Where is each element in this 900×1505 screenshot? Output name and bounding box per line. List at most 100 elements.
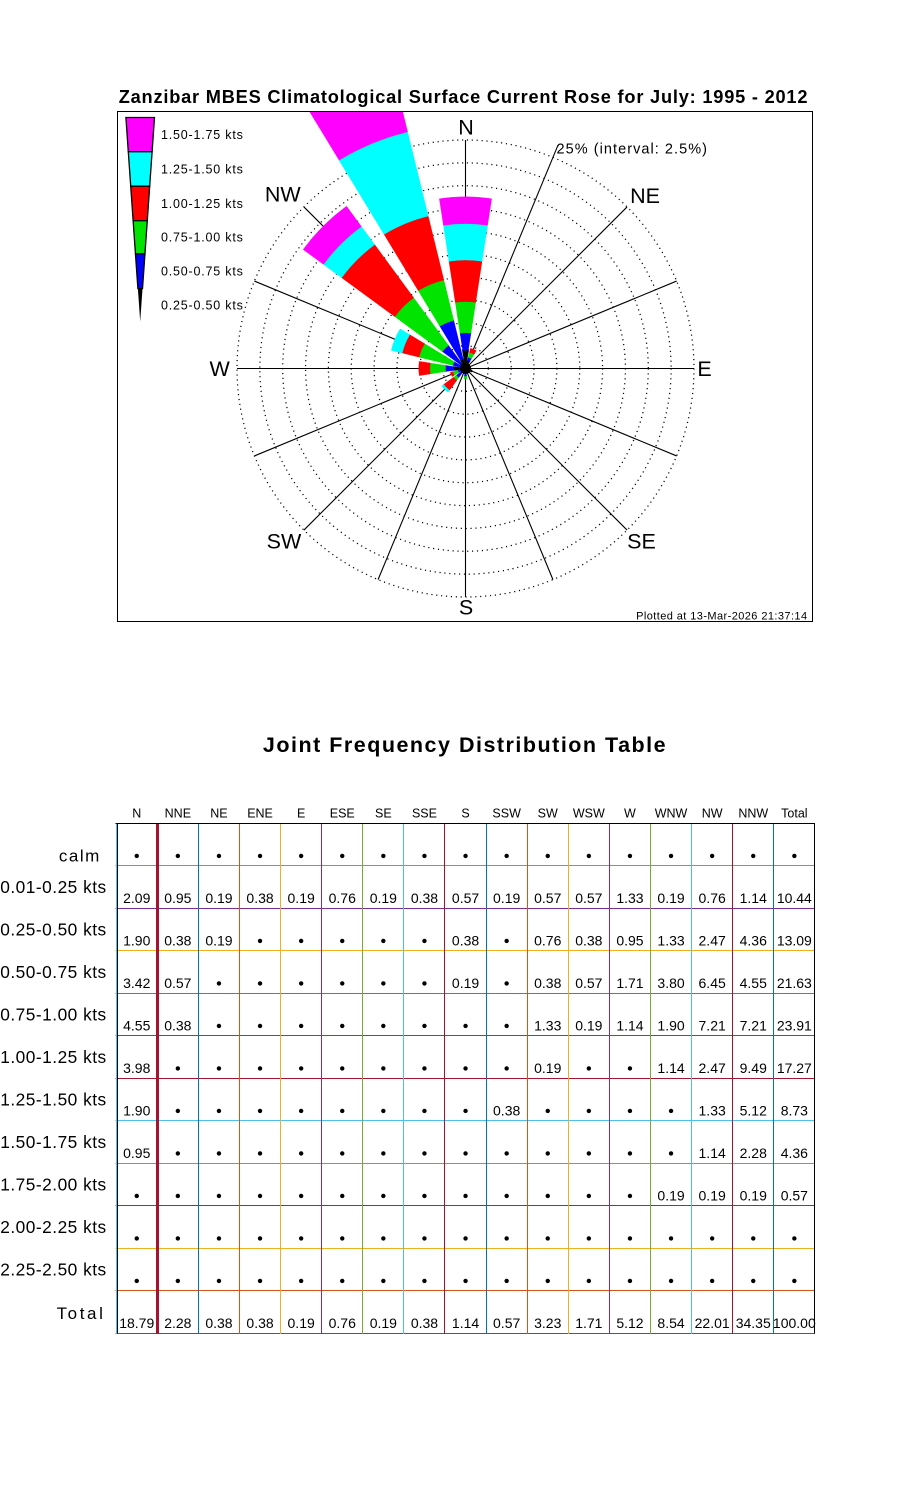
svg-text:0.57: 0.57	[575, 890, 602, 906]
svg-text:1.71: 1.71	[616, 975, 643, 991]
svg-text:5.12: 5.12	[740, 1103, 767, 1119]
svg-text:SSE: SSE	[412, 807, 437, 821]
svg-text:3.42: 3.42	[123, 975, 150, 991]
svg-text:0.38: 0.38	[246, 890, 273, 906]
svg-text:1.33: 1.33	[534, 1018, 561, 1034]
svg-text:2.25-2.50 kts: 2.25-2.50 kts	[0, 1260, 106, 1280]
svg-text:1.33: 1.33	[616, 890, 643, 906]
svg-text:0.19: 0.19	[370, 890, 397, 906]
svg-text:0.76: 0.76	[329, 890, 356, 906]
svg-text:25% (interval: 2.5%): 25% (interval: 2.5%)	[557, 142, 709, 158]
svg-text:1.33: 1.33	[699, 1103, 726, 1119]
svg-text:0.19: 0.19	[288, 890, 315, 906]
svg-text:0.57: 0.57	[534, 890, 561, 906]
svg-text:0.01-0.25 kts: 0.01-0.25 kts	[0, 877, 106, 897]
svg-text:4.36: 4.36	[781, 1145, 808, 1161]
svg-text:1.90: 1.90	[123, 933, 150, 949]
svg-text:0.38: 0.38	[246, 1315, 273, 1331]
svg-text:0.57: 0.57	[493, 1315, 520, 1331]
svg-text:0.19: 0.19	[205, 933, 232, 949]
svg-text:0.57: 0.57	[164, 975, 191, 991]
svg-text:NE: NE	[210, 807, 227, 821]
svg-text:SE: SE	[375, 807, 392, 821]
svg-text:0.38: 0.38	[411, 890, 438, 906]
svg-text:0.76: 0.76	[699, 890, 726, 906]
svg-text:0.76: 0.76	[534, 933, 561, 949]
svg-text:4.55: 4.55	[123, 1018, 150, 1034]
svg-text:1.50-1.75 kts: 1.50-1.75 kts	[0, 1132, 106, 1152]
svg-text:0.57: 0.57	[452, 890, 479, 906]
svg-text:0.50-0.75 kts: 0.50-0.75 kts	[0, 962, 106, 982]
svg-text:0.25-0.50 kts: 0.25-0.50 kts	[161, 298, 244, 312]
svg-text:N: N	[458, 116, 474, 140]
svg-text:1.14: 1.14	[657, 1060, 684, 1076]
svg-text:0.25-0.50 kts: 0.25-0.50 kts	[0, 920, 106, 940]
svg-text:1.25-1.50 kts: 1.25-1.50 kts	[161, 162, 244, 176]
svg-text:NNW: NNW	[738, 807, 768, 821]
svg-text:WSW: WSW	[573, 807, 605, 821]
svg-text:7.21: 7.21	[699, 1018, 726, 1034]
svg-text:1.90: 1.90	[657, 1018, 684, 1034]
svg-text:0.19: 0.19	[452, 975, 479, 991]
svg-text:WNW: WNW	[655, 807, 688, 821]
svg-text:0.38: 0.38	[534, 975, 561, 991]
svg-text:0.19: 0.19	[288, 1315, 315, 1331]
svg-text:2.28: 2.28	[164, 1315, 191, 1331]
svg-text:NNE: NNE	[165, 807, 191, 821]
svg-text:0.38: 0.38	[164, 933, 191, 949]
svg-text:0.19: 0.19	[493, 890, 520, 906]
svg-text:0.57: 0.57	[575, 975, 602, 991]
svg-text:1.33: 1.33	[657, 933, 684, 949]
svg-text:0.19: 0.19	[699, 1188, 726, 1204]
svg-text:10.44: 10.44	[777, 890, 812, 906]
svg-text:calm: calm	[59, 847, 101, 866]
svg-text:ESE: ESE	[330, 807, 355, 821]
svg-text:1.90: 1.90	[123, 1103, 150, 1119]
svg-text:S: S	[459, 596, 473, 620]
svg-text:1.75-2.00 kts: 1.75-2.00 kts	[0, 1175, 106, 1195]
svg-text:0.19: 0.19	[575, 1018, 602, 1034]
svg-text:0.38: 0.38	[205, 1315, 232, 1331]
svg-text:SW: SW	[267, 530, 302, 554]
svg-text:0.19: 0.19	[205, 890, 232, 906]
svg-text:Total: Total	[781, 807, 807, 821]
svg-text:W: W	[209, 357, 230, 381]
svg-text:0.95: 0.95	[123, 1145, 150, 1161]
svg-text:13.09: 13.09	[777, 933, 812, 949]
svg-text:1.00-1.25 kts: 1.00-1.25 kts	[0, 1047, 106, 1067]
svg-text:0.19: 0.19	[740, 1188, 767, 1204]
svg-text:8.73: 8.73	[781, 1103, 808, 1119]
svg-text:1.14: 1.14	[452, 1315, 479, 1331]
svg-text:1.14: 1.14	[740, 890, 767, 906]
svg-text:7.21: 7.21	[740, 1018, 767, 1034]
svg-text:NW: NW	[265, 183, 302, 207]
svg-text:Zanzibar MBES Climatological S: Zanzibar MBES Climatological Surface Cur…	[119, 87, 809, 107]
svg-text:0.38: 0.38	[411, 1315, 438, 1331]
svg-text:2.47: 2.47	[699, 1060, 726, 1076]
svg-text:0.75-1.00 kts: 0.75-1.00 kts	[161, 231, 244, 245]
svg-text:0.19: 0.19	[370, 1315, 397, 1331]
svg-text:SW: SW	[538, 807, 558, 821]
svg-text:0.95: 0.95	[616, 933, 643, 949]
svg-text:6.45: 6.45	[699, 975, 726, 991]
svg-text:SSW: SSW	[492, 807, 521, 821]
svg-text:4.36: 4.36	[740, 933, 767, 949]
svg-text:Total: Total	[57, 1304, 106, 1323]
svg-text:0.38: 0.38	[493, 1103, 520, 1119]
svg-text:1.25-1.50 kts: 1.25-1.50 kts	[0, 1090, 106, 1110]
svg-text:Plotted at 13-Mar-2026 21:37:1: Plotted at 13-Mar-2026 21:37:14	[636, 611, 807, 623]
svg-text:0.50-0.75 kts: 0.50-0.75 kts	[161, 265, 244, 279]
svg-text:0.75-1.00 kts: 0.75-1.00 kts	[0, 1005, 106, 1025]
svg-text:3.80: 3.80	[657, 975, 684, 991]
svg-text:34.35: 34.35	[736, 1315, 771, 1331]
svg-text:0.19: 0.19	[534, 1060, 561, 1076]
svg-text:3.98: 3.98	[123, 1060, 150, 1076]
svg-text:SE: SE	[627, 530, 656, 554]
svg-text:2.00-2.25 kts: 2.00-2.25 kts	[0, 1217, 106, 1237]
svg-text:2.09: 2.09	[123, 890, 150, 906]
svg-text:2.47: 2.47	[699, 933, 726, 949]
svg-text:S: S	[461, 807, 469, 821]
svg-text:100.00: 100.00	[773, 1315, 816, 1331]
svg-text:NW: NW	[702, 807, 723, 821]
svg-text:0.57: 0.57	[781, 1188, 808, 1204]
